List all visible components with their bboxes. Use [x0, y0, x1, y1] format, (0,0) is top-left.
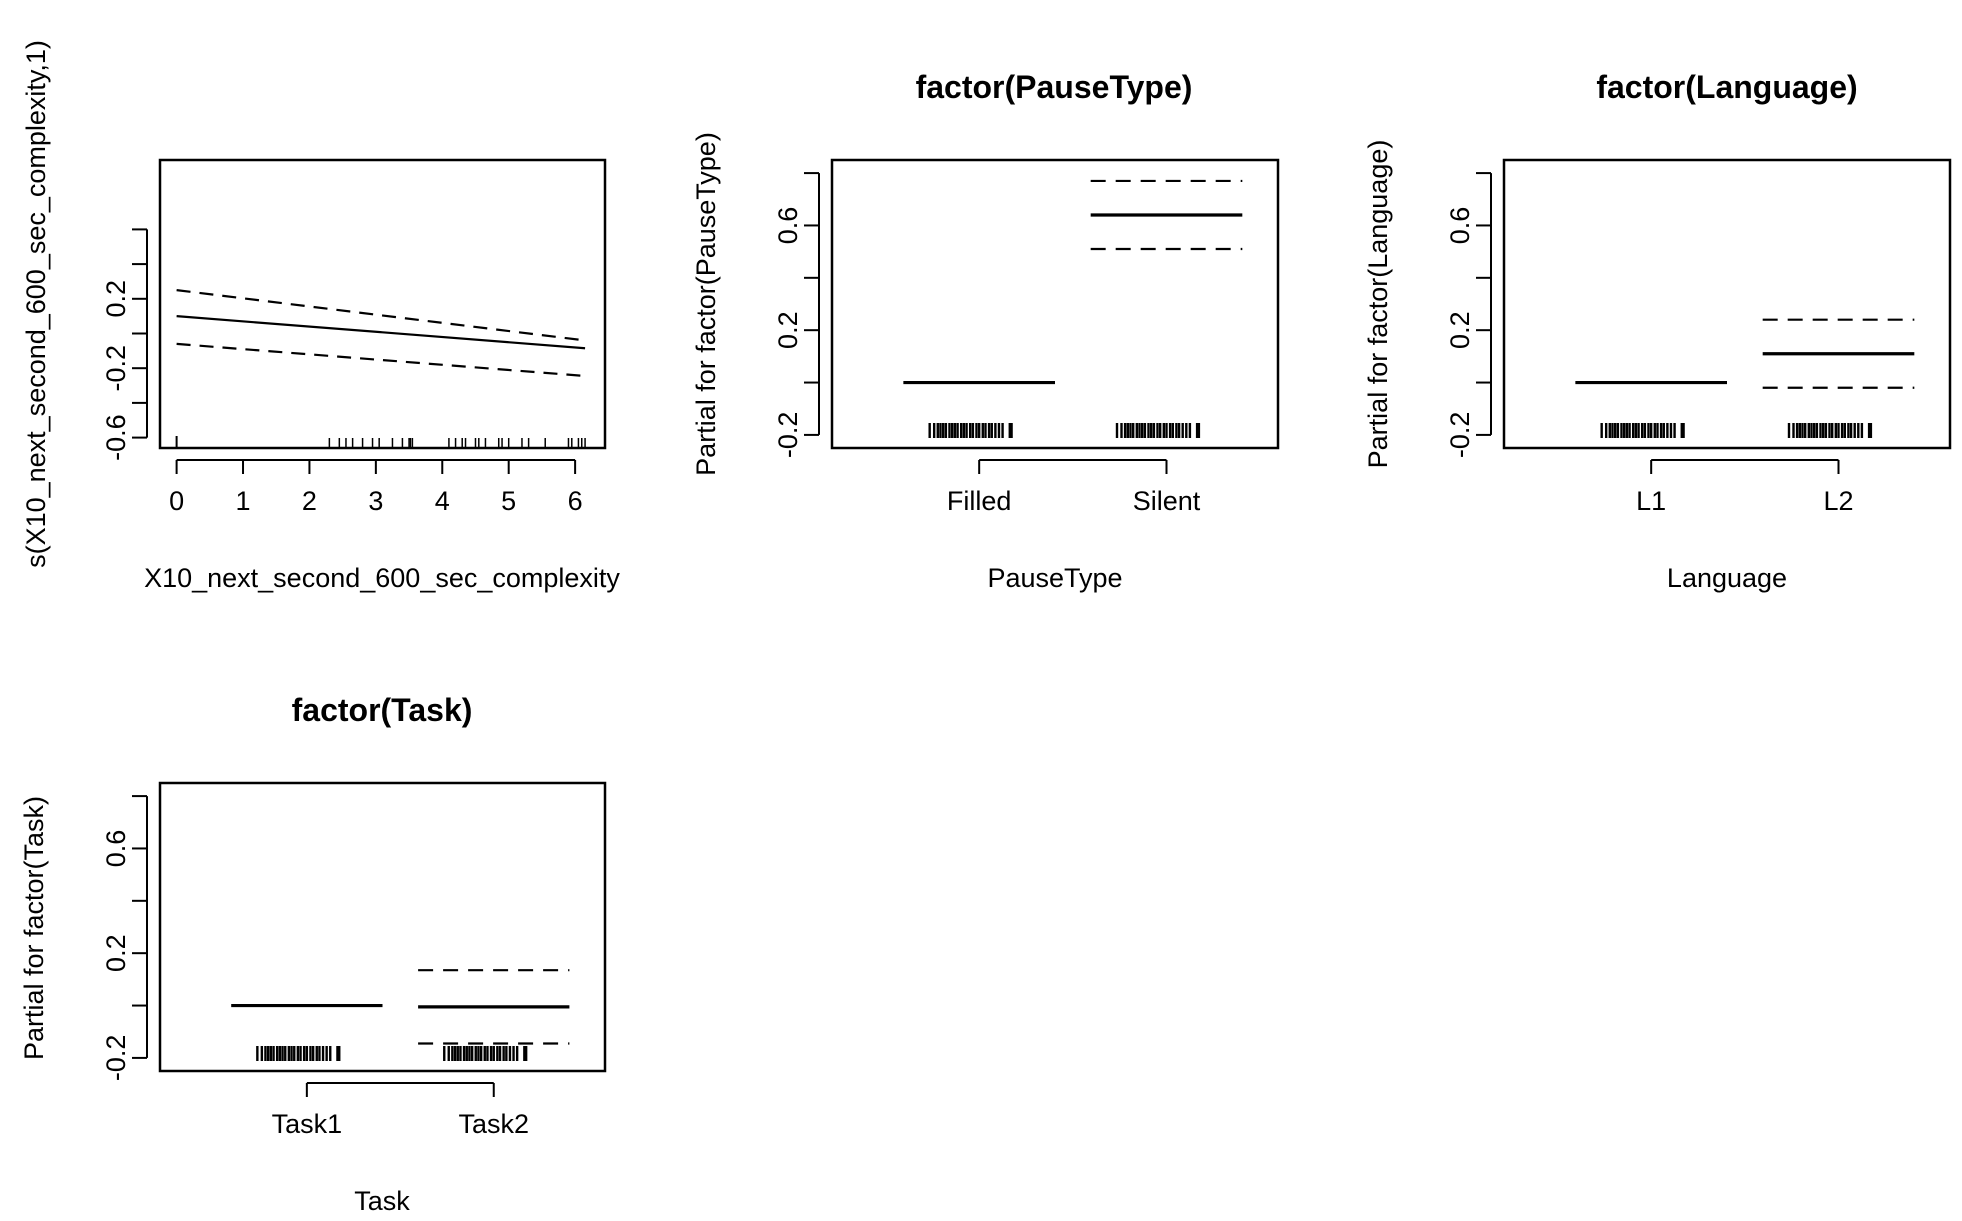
- series-marks: [903, 179, 1243, 385]
- y-tick-label: -0.2: [101, 345, 131, 392]
- x-ticks: L1 L2: [1636, 459, 1854, 516]
- rug-marks: [928, 423, 1201, 438]
- x-ticks: 0 1 2 3 4 5 6: [169, 459, 583, 516]
- x-tick-label: Filled: [947, 486, 1012, 516]
- x-axis-label: Task: [354, 1186, 410, 1216]
- rug-marks: [1600, 423, 1873, 438]
- panel-title: factor(Language): [1596, 69, 1857, 105]
- y-ticks: -0.2 0.2 0.6: [101, 795, 148, 1082]
- panel-pausetype: factor(PauseType) PauseType Partial for …: [691, 69, 1280, 593]
- y-tick-label: 0.6: [773, 207, 803, 245]
- fit-line: [176, 315, 586, 350]
- y-axis-label: Partial for factor(PauseType): [691, 132, 721, 476]
- x-tick-label: 0: [169, 486, 184, 516]
- x-axis-label: PauseType: [987, 563, 1122, 593]
- x-tick-label: Silent: [1133, 486, 1201, 516]
- x-tick-label: 6: [568, 486, 583, 516]
- rug-marks: [256, 1046, 528, 1061]
- y-ticks: -0.2 0.2 0.6: [1445, 172, 1492, 459]
- y-tick-label: 0.2: [101, 934, 131, 972]
- x-axis-label: X10_next_second_600_sec_complexity: [144, 563, 620, 593]
- panel-language: factor(Language) Language Partial for fa…: [1363, 69, 1952, 593]
- lower-ci-line: [176, 342, 586, 378]
- y-tick-label: -0.6: [101, 414, 131, 461]
- x-tick-label: 4: [435, 486, 450, 516]
- y-tick-label: -0.2: [773, 412, 803, 459]
- series-marks: [1575, 318, 1915, 389]
- plot-frame: [158, 158, 607, 450]
- series-marks: [176, 289, 586, 378]
- series-marks: [231, 969, 570, 1045]
- y-tick-label: 0.2: [101, 280, 131, 318]
- y-tick-label: 0.6: [101, 830, 131, 868]
- y-ticks: -0.6 -0.2 0.2: [101, 228, 148, 461]
- x-tick-label: 2: [302, 486, 317, 516]
- y-axis-label: s(X10_next_second_600_sec_complexity,1): [21, 40, 51, 568]
- panel-title: factor(PauseType): [916, 69, 1193, 105]
- x-tick-label: Task1: [272, 1109, 343, 1139]
- y-tick-label: 0.2: [773, 311, 803, 349]
- x-tick-label: L2: [1823, 486, 1853, 516]
- x-tick-label: 5: [501, 486, 516, 516]
- x-tick-label: Task2: [458, 1109, 529, 1139]
- y-tick-label: -0.2: [1445, 412, 1475, 459]
- y-tick-label: 0.2: [1445, 311, 1475, 349]
- x-tick-label: 1: [236, 486, 251, 516]
- panel-title: factor(Task): [292, 692, 473, 728]
- x-ticks: Task1 Task2: [272, 1082, 529, 1139]
- y-tick-label: -0.2: [101, 1035, 131, 1082]
- x-tick-label: L1: [1636, 486, 1666, 516]
- y-axis-label: Partial for factor(Language): [1363, 140, 1393, 469]
- plot-frame: [1502, 158, 1952, 450]
- plot-frame: [158, 781, 607, 1073]
- panel-task: factor(Task) Task Partial for factor(Tas…: [19, 692, 607, 1216]
- y-ticks: -0.2 0.2 0.6: [773, 172, 820, 459]
- x-ticks: Filled Silent: [947, 459, 1201, 516]
- x-tick-label: 3: [368, 486, 383, 516]
- x-axis-label: Language: [1667, 563, 1787, 593]
- y-tick-label: 0.6: [1445, 207, 1475, 245]
- panel-smooth-term: X10_next_second_600_sec_complexity s(X10…: [21, 40, 620, 593]
- y-axis-label: Partial for factor(Task): [19, 796, 49, 1060]
- rug-marks: [175, 436, 586, 448]
- plot-frame: [830, 158, 1280, 450]
